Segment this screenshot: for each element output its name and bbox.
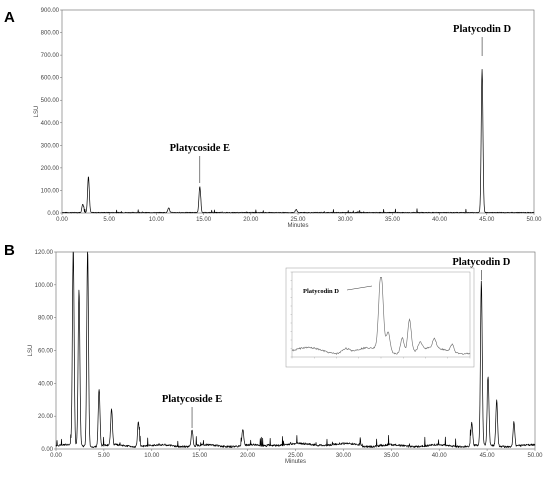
x-axis-label: Minutes: [285, 459, 306, 465]
x-tick-label: 30.00: [336, 453, 352, 459]
x-tick-label: 40.00: [432, 453, 448, 459]
x-tick-label: 10.00: [149, 217, 165, 223]
peak-annotation-label: Platycodin D: [452, 257, 510, 268]
y-tick-label: 60.00: [38, 349, 54, 355]
y-tick-label: 100.00: [35, 283, 54, 289]
x-tick-label: 15.00: [192, 453, 208, 459]
y-tick-label: 900.00: [41, 8, 60, 14]
plot-frame: [61, 9, 535, 214]
x-tick-label: 45.00: [479, 217, 495, 223]
x-tick-label: 50.00: [527, 453, 543, 459]
x-tick-label: 0.00: [50, 453, 62, 459]
y-tick-label: 500.00: [41, 98, 60, 104]
y-tick-label: 100.00: [41, 188, 60, 194]
x-tick-label: 0.00: [56, 217, 68, 223]
y-tick-label: 700.00: [41, 53, 60, 59]
peak-annotation-label: Platycoside E: [170, 143, 230, 154]
x-tick-label: 25.00: [290, 217, 306, 223]
x-tick-label: 35.00: [384, 453, 400, 459]
y-tick-label: 600.00: [41, 76, 60, 82]
x-tick-label: 50.00: [526, 217, 542, 223]
chromatogram-trace: [55, 251, 536, 448]
y-tick-label: 0.00: [47, 211, 59, 217]
y-axis-label: LSU: [28, 345, 34, 357]
y-tick-label: 800.00: [41, 31, 60, 37]
panel-b-letter: B: [4, 242, 15, 259]
x-tick-label: 10.00: [144, 453, 160, 459]
inset-trace: [291, 276, 471, 355]
peak-annotation-label: Platycodin D: [453, 24, 511, 35]
x-tick-label: 20.00: [243, 217, 259, 223]
peak-annotation-label: Platycoside E: [162, 394, 222, 405]
y-tick-label: 20.00: [38, 414, 54, 420]
y-tick-label: 0.00: [41, 447, 53, 453]
x-tick-label: 5.00: [98, 453, 110, 459]
x-tick-label: 15.00: [196, 217, 212, 223]
y-tick-label: 400.00: [41, 121, 60, 127]
panel-b-chart: 0.00 20.00 40.00 60.00 80.00 100.00 120.00 0.00…: [28, 250, 543, 465]
inset-annotation-label: Platycodin D: [303, 288, 339, 295]
y-tick-label: 80.00: [38, 316, 54, 322]
panel-a-chart: 0.00 100.00 200.00 300.00 400.00 500.00 600.00…: [34, 8, 542, 229]
x-tick-label: 25.00: [288, 453, 304, 459]
y-tick-label: 300.00: [41, 143, 60, 149]
inset-annotation-leader: [346, 285, 373, 291]
x-tick-label: 20.00: [240, 453, 256, 459]
y-tick-label: 120.00: [35, 250, 54, 256]
x-tick-label: 30.00: [338, 217, 354, 223]
y-tick-label: 40.00: [38, 381, 54, 387]
panel-a-letter: A: [4, 9, 15, 26]
x-tick-label: 40.00: [432, 217, 448, 223]
x-tick-label: 45.00: [480, 453, 496, 459]
x-axis-label: Minutes: [287, 223, 308, 229]
chromatogram-trace: [61, 68, 535, 214]
y-axis-label: LSU: [34, 106, 40, 118]
x-tick-label: 35.00: [385, 217, 401, 223]
x-tick-label: 5.00: [103, 217, 115, 223]
y-tick-label: 200.00: [41, 166, 60, 172]
